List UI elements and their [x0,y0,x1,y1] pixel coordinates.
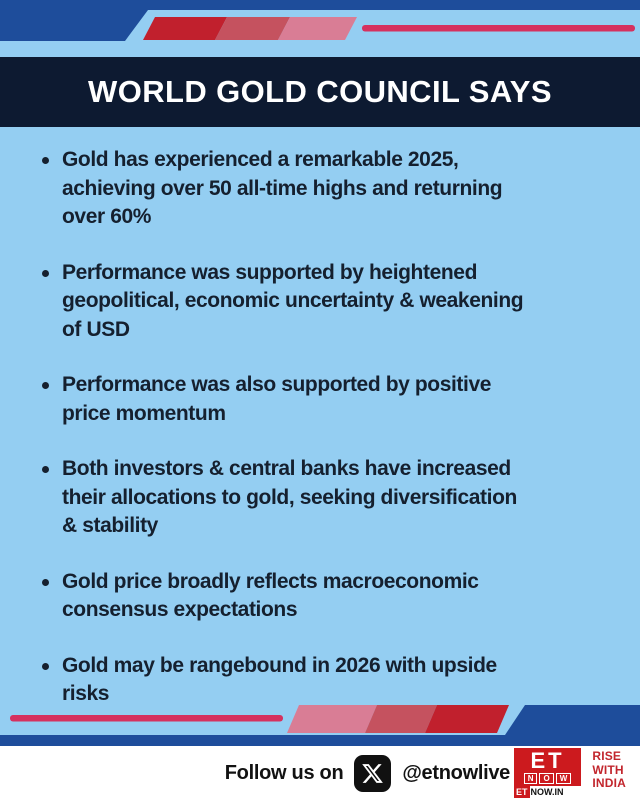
url-et-part: ET [514,786,530,798]
tagline-line: RISE [592,749,622,763]
bullet-text: Gold has experienced a remarkable 2025, … [62,148,503,228]
bullet-text: Both investors & central banks have incr… [62,457,517,537]
bottom-stripe-pink [287,705,377,733]
bullet-item-2: Performance was supported by heightened … [40,259,624,345]
tagline-line: WITH [592,762,624,777]
bullet-text: Gold may be rangebound in 2026 with upsi… [62,653,497,706]
tagline: RISE WITH INDIA [592,749,626,791]
bullet-text: Performance was also supported by positi… [62,373,491,425]
footer-bar: Follow us on @etnowlive ET N O W ET NOW.… [0,746,640,800]
top-stripe-dark-red [143,17,227,40]
now-letter: O [539,772,554,784]
top-stripe-pink [278,17,357,40]
tagline-line: INDIA [592,776,626,790]
bullet-list: Gold has experienced a remarkable 2025, … [40,146,624,736]
bullet-item-6: Gold may be rangebound in 2026 with upsi… [40,652,624,709]
url-rest-part: NOW.IN [530,786,564,797]
et-now-logo: ET N O W ET NOW.IN [514,748,581,798]
bottom-stripe-mid-red [365,705,437,733]
etnow-url-strip: ET NOW.IN [514,786,581,798]
top-banner-decoration [0,0,640,41]
top-accent-line [362,25,635,32]
et-logo-text: ET [530,747,565,773]
now-letter: N [523,772,538,784]
bullet-text: Performance was supported by heightened … [62,260,524,341]
top-stripe-mid-red [215,17,290,40]
now-letter: W [555,772,572,784]
et-now-logo-box: ET N O W [514,748,581,786]
bullet-text: Gold price broadly reflects macroeconomi… [62,569,479,622]
bullet-item-4: Both investors & central banks have incr… [40,455,624,541]
bottom-stripe-dark-red [425,705,509,733]
page-title: WORLD GOLD COUNCIL SAYS [88,74,552,109]
bullet-item-1: Gold has experienced a remarkable 2025, … [40,146,624,232]
x-twitter-icon [354,754,392,792]
bottom-accent-line [10,715,283,722]
bullet-item-5: Gold price broadly reflects macroeconomi… [40,568,624,625]
bullet-item-3: Performance was also supported by positi… [40,371,624,428]
bottom-banner-decoration [0,705,640,746]
now-logo-letters: N O W [523,772,572,784]
bottom-blue-flag-shape [0,705,640,746]
follow-row: Follow us on @etnowlive [0,746,510,800]
follow-label: Follow us on [224,761,344,784]
top-blue-flag-shape [0,0,640,41]
social-handle: @etnowlive [402,761,510,784]
header-band: WORLD GOLD COUNCIL SAYS [0,57,640,127]
